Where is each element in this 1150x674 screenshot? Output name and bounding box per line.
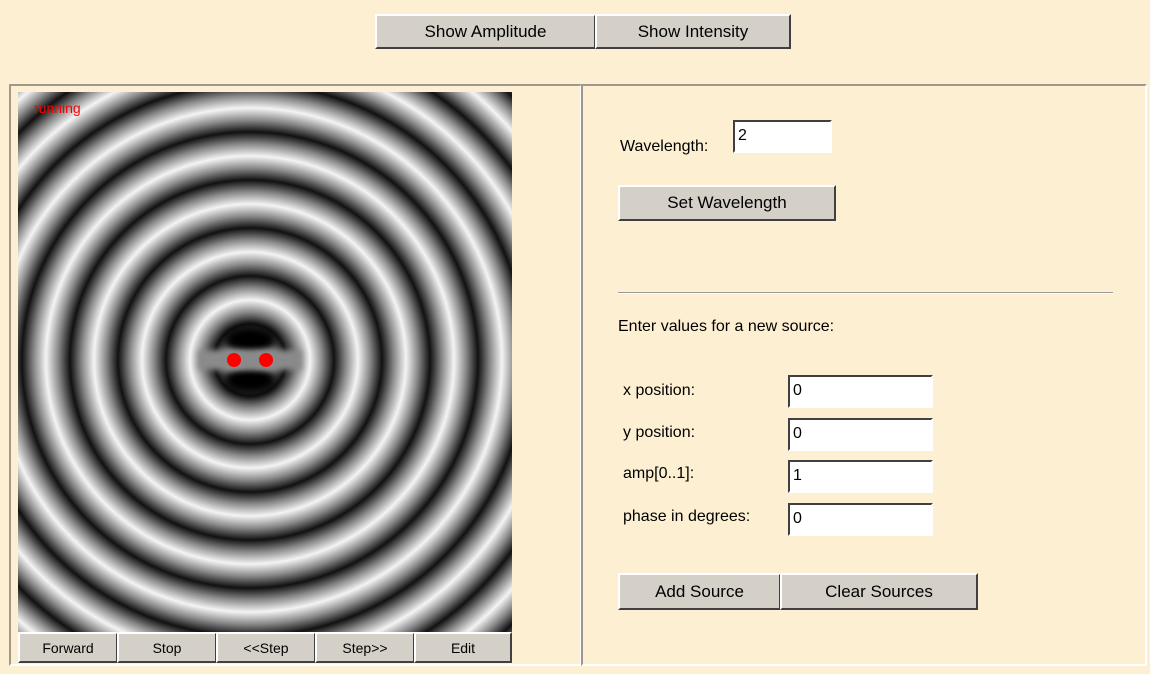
field-label: x position:	[623, 382, 696, 399]
show-intensity-button[interactable]: Show Intensity	[595, 14, 791, 49]
clear-sources-button[interactable]: Clear Sources	[780, 573, 978, 610]
source-dot[interactable]	[259, 353, 273, 367]
separator	[618, 292, 1113, 294]
field-label: amp[0..1]:	[623, 465, 695, 482]
wavelength-label: Wavelength:	[620, 138, 709, 155]
dark-lobe	[224, 326, 276, 354]
edit-button[interactable]: Edit	[414, 632, 512, 663]
add-source-button[interactable]: Add Source	[618, 573, 781, 610]
center-band	[198, 350, 302, 370]
forward-button[interactable]: Forward	[18, 632, 118, 663]
field-input[interactable]: 1	[788, 460, 933, 493]
source-dot[interactable]	[227, 353, 241, 367]
stop-button[interactable]: Stop	[117, 632, 217, 663]
wavelength-input[interactable]: 2	[733, 120, 832, 153]
dark-lobe	[224, 366, 276, 394]
field-input[interactable]: 0	[788, 418, 933, 451]
wave-display[interactable]: running	[18, 92, 512, 632]
set-wavelength-button[interactable]: Set Wavelength	[618, 185, 836, 221]
status-text: running	[34, 100, 81, 116]
field-label: phase in degrees:	[623, 508, 751, 525]
show-amplitude-button[interactable]: Show Amplitude	[375, 14, 596, 49]
form-heading: Enter values for a new source:	[618, 318, 835, 335]
field-label: y position:	[623, 424, 696, 441]
step-forward-button[interactable]: Step>>	[315, 632, 415, 663]
right-panel	[581, 84, 1147, 666]
field-input[interactable]: 0	[788, 375, 933, 408]
field-input[interactable]: 0	[788, 503, 933, 536]
step-back-button[interactable]: <<Step	[216, 632, 316, 663]
